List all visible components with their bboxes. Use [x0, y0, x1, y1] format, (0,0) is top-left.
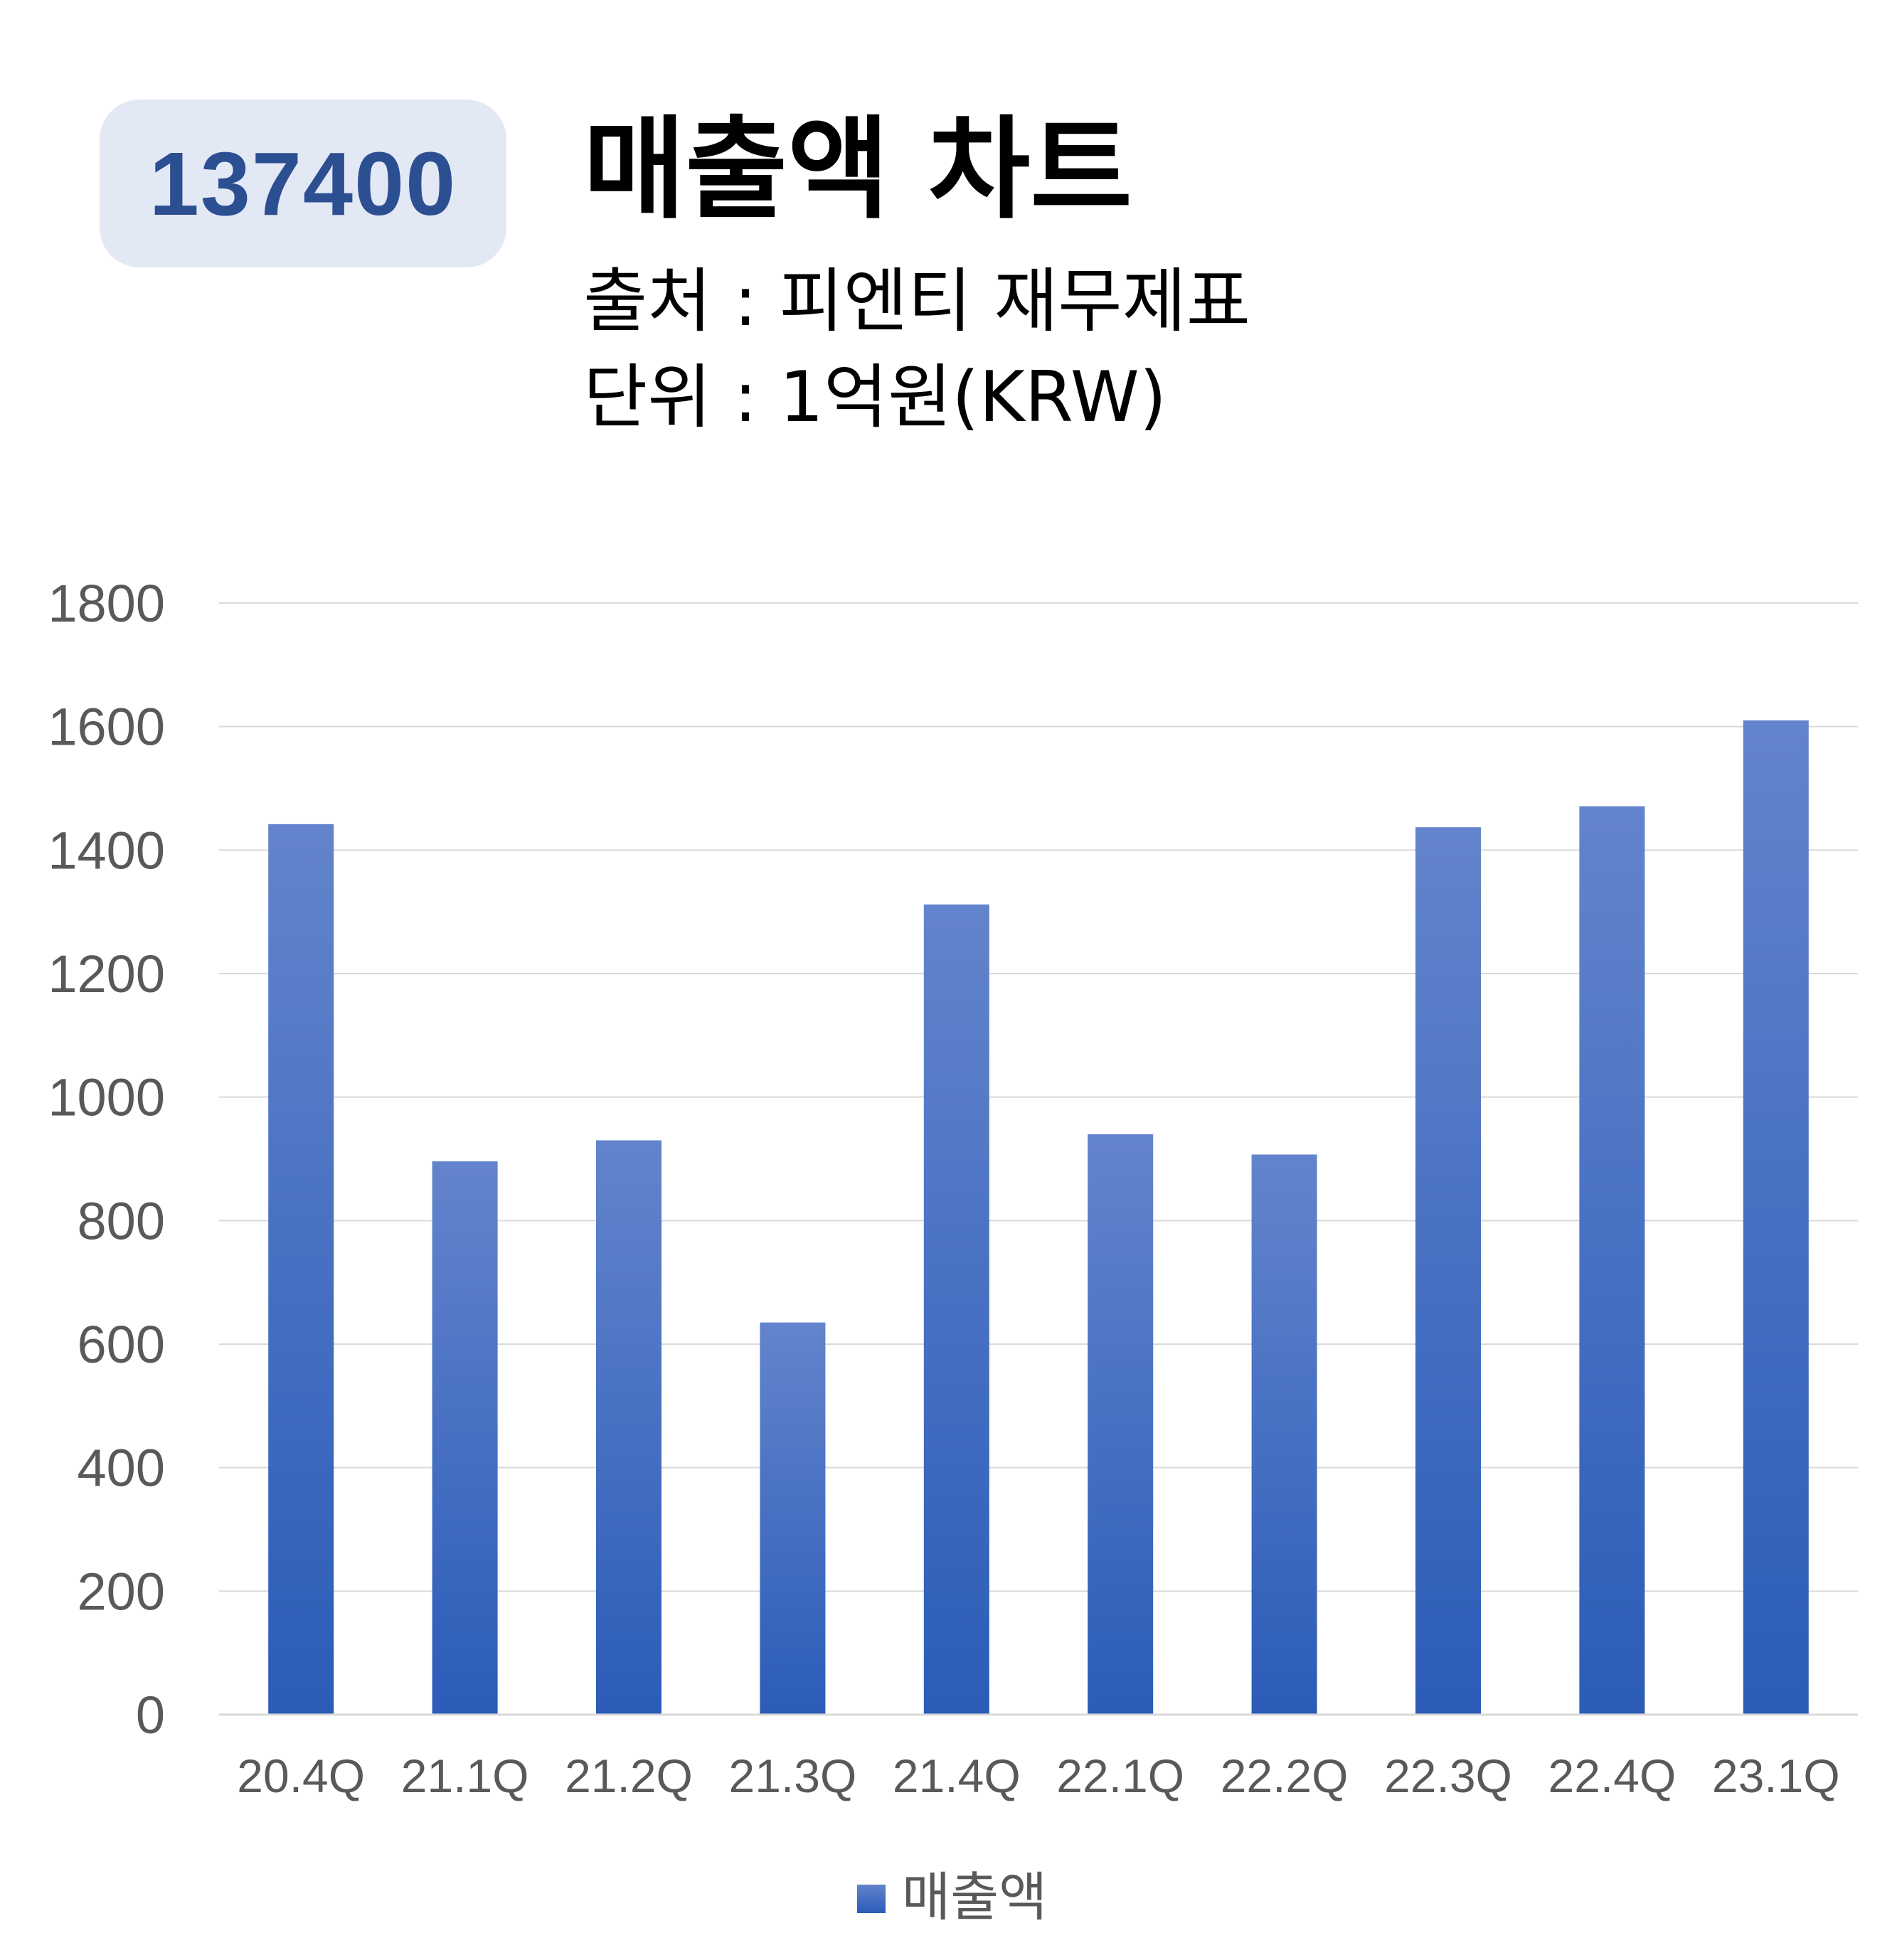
x-category-label: 20.4Q	[237, 1749, 365, 1802]
bar-22.1Q	[1088, 1134, 1154, 1715]
x-category-label: 21.4Q	[893, 1749, 1021, 1802]
bar-22.2Q	[1251, 1154, 1317, 1715]
bar-21.4Q	[923, 904, 989, 1715]
unit-line: 단위 : 1억원(KRW)	[583, 357, 1167, 438]
bar-21.2Q	[596, 1140, 661, 1715]
bar-22.3Q	[1415, 827, 1481, 1715]
x-category-label: 22.1Q	[1056, 1749, 1184, 1802]
y-tick-label: 400	[78, 1439, 165, 1498]
bar-21.1Q	[432, 1161, 498, 1715]
x-category-label: 21.3Q	[729, 1749, 857, 1802]
bar-23.1Q	[1743, 720, 1809, 1715]
y-tick-label: 1200	[48, 944, 165, 1003]
bars	[268, 720, 1809, 1715]
legend-swatch	[857, 1885, 886, 1913]
x-category-label: 21.2Q	[565, 1749, 693, 1802]
y-tick-label: 200	[78, 1562, 165, 1621]
y-tick-label: 1400	[48, 821, 165, 880]
x-category-label: 22.3Q	[1384, 1749, 1512, 1802]
stock-code-badge: 137400	[100, 100, 506, 267]
bar-22.4Q	[1579, 806, 1645, 1715]
y-tick-label: 600	[78, 1315, 165, 1374]
bar-20.4Q	[268, 824, 334, 1715]
y-axis-ticks: 0 200 400 600 800 1000 1200 1400 1600 1800	[48, 574, 165, 1745]
y-tick-label: 1600	[48, 698, 165, 757]
legend: 매출액	[857, 1867, 1047, 1928]
y-tick-label: 1800	[48, 574, 165, 633]
x-category-label: 22.2Q	[1221, 1749, 1349, 1802]
x-category-label: 21.1Q	[401, 1749, 529, 1802]
chart-title: 매출액 차트	[583, 105, 1132, 234]
y-tick-label: 1000	[48, 1068, 165, 1127]
y-tick-label: 0	[136, 1685, 165, 1745]
stock-code: 137400	[149, 133, 457, 234]
bar-21.3Q	[760, 1322, 826, 1715]
source-line: 출처 : 피엔티 재무제표	[583, 261, 1250, 342]
x-category-label: 23.1Q	[1712, 1749, 1840, 1802]
x-category-label: 22.4Q	[1548, 1749, 1677, 1802]
x-axis-labels: 20.4Q 21.1Q 21.2Q 21.3Q 21.4Q 22.1Q 22.2Q 22.3Q…	[237, 1749, 1839, 1802]
legend-label: 매출액	[902, 1867, 1047, 1928]
y-tick-label: 800	[78, 1191, 165, 1250]
